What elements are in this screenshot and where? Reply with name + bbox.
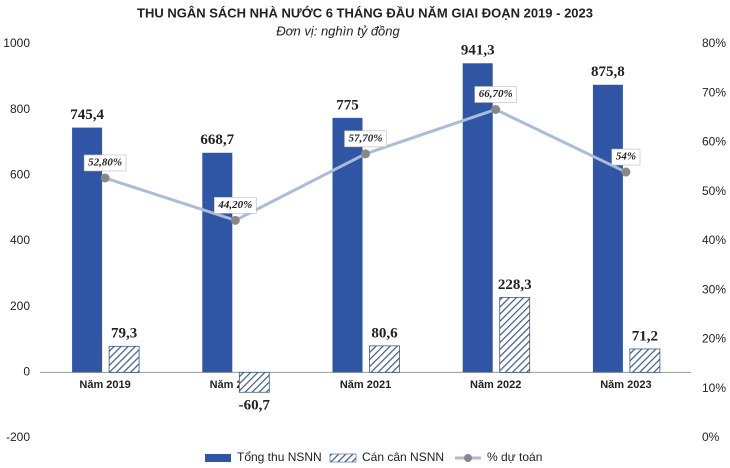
label-box xyxy=(611,148,641,166)
bar xyxy=(629,348,661,373)
data-label: 875,8 xyxy=(591,64,625,80)
y2-tick-label: 50% xyxy=(702,184,726,198)
y2-tick-label: 0% xyxy=(702,430,720,444)
data-label: 668,7 xyxy=(200,132,234,148)
legend-swatch xyxy=(464,454,472,462)
point xyxy=(230,215,240,225)
bar xyxy=(369,345,400,373)
data-label: 54% xyxy=(616,151,636,163)
data-label: 228,3 xyxy=(498,277,532,293)
label-box xyxy=(474,86,517,103)
y-tick-label: 200 xyxy=(10,299,30,313)
bar xyxy=(462,63,493,373)
label-box xyxy=(344,130,387,148)
point xyxy=(491,105,501,115)
y2-tick-label: 30% xyxy=(702,282,726,296)
y2-tick-label: 40% xyxy=(702,233,726,247)
data-label: 52,80% xyxy=(88,156,122,168)
chart-title: THU NGÂN SÁCH NHÀ NƯỚC 6 THÁNG ĐẦU NĂM G… xyxy=(137,5,593,20)
x-tick-label: Năm 2021 xyxy=(340,379,391,391)
y2-tick-label: 70% xyxy=(702,85,726,99)
y-tick-label: 1000 xyxy=(3,36,30,50)
y-tick-label: 400 xyxy=(10,233,30,247)
data-label: 745,4 xyxy=(70,107,104,123)
legend-label: Cán cân NSNN xyxy=(362,450,444,464)
label-box xyxy=(214,197,257,214)
y-tick-label: 0 xyxy=(23,365,30,379)
y2-tick-label: 20% xyxy=(702,332,726,346)
y-tick-label: 600 xyxy=(10,168,30,182)
point xyxy=(100,173,110,183)
chart-subtitle: Đơn vị: nghìn tỷ đồng xyxy=(276,23,400,38)
data-label: 79,3 xyxy=(111,326,137,342)
bar xyxy=(499,296,531,373)
label-box xyxy=(83,154,127,172)
bar xyxy=(332,117,363,373)
legend-label: % dự toán xyxy=(487,450,542,464)
bar xyxy=(238,371,270,393)
data-label: 66,70% xyxy=(479,88,513,100)
point xyxy=(621,167,631,177)
legend-swatch xyxy=(329,453,357,463)
line xyxy=(104,107,627,222)
x-tick-label: Năm 2019 xyxy=(79,379,130,391)
legend-label: Tổng thu NSNN xyxy=(237,450,322,464)
legend-swatch xyxy=(205,454,231,462)
data-label: -60,7 xyxy=(239,398,271,414)
y2-tick-label: 80% xyxy=(702,36,726,50)
bar xyxy=(108,345,140,373)
data-label: 57,70% xyxy=(349,132,383,144)
data-label: 44,20% xyxy=(217,199,252,211)
x-tick-label: Năm 2023 xyxy=(600,379,651,391)
y-tick-label: 800 xyxy=(10,102,30,116)
x-tick-label: Năm 2022 xyxy=(470,379,521,391)
point xyxy=(361,149,370,159)
y-tick-label: -200 xyxy=(6,430,30,444)
bar xyxy=(592,84,623,373)
y2-tick-label: 10% xyxy=(702,381,726,395)
bar xyxy=(202,152,233,373)
data-label: 71,2 xyxy=(632,328,658,344)
data-label: 775 xyxy=(336,97,359,113)
data-label: 941,3 xyxy=(461,43,495,59)
data-label: 80,6 xyxy=(371,325,398,341)
y2-tick-label: 60% xyxy=(702,135,726,149)
